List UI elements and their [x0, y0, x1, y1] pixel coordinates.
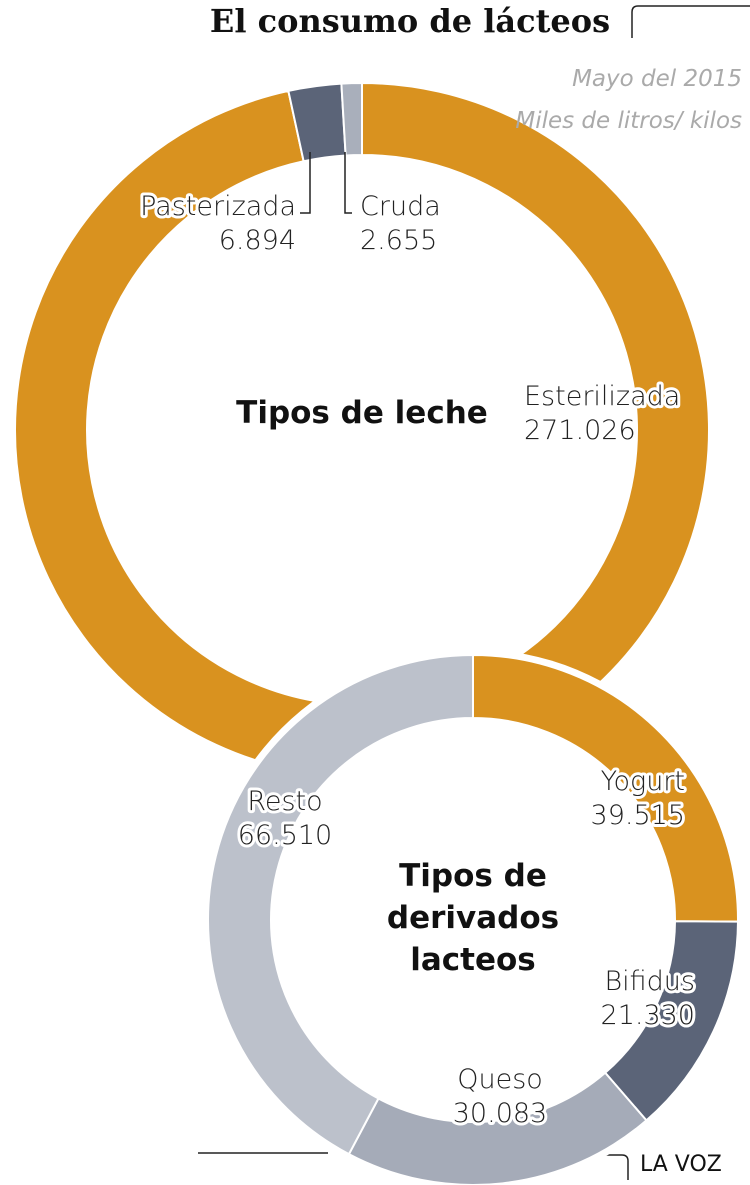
- segment-label: Pasterizada: [140, 191, 296, 222]
- value-label: 39.515: [591, 800, 685, 831]
- decor-bracket: [604, 1154, 629, 1180]
- value-label: 271.026: [524, 415, 636, 446]
- donut-segment: [340, 81, 363, 157]
- subtitle: Mayo del 2015: [572, 66, 742, 92]
- value-label: 2.655: [360, 225, 437, 256]
- segment-label: Esterilizada: [524, 381, 680, 412]
- donut-title: Tipos de derivados lacteos: [386, 858, 560, 978]
- value-label: 6.894: [219, 225, 296, 256]
- decor-bracket: [631, 5, 750, 38]
- donut-backdrop: [202, 649, 744, 1185]
- donut-segment: [207, 653, 474, 1156]
- segment-label: Yogurt: [601, 766, 685, 797]
- unit-note: Miles de litros/ kilos: [515, 108, 742, 134]
- value-label: 21.330: [601, 1000, 695, 1031]
- leader-line: [344, 152, 352, 214]
- segment-label: Bifidus: [604, 966, 695, 997]
- value-label: 66.510: [238, 820, 332, 851]
- source: LA VOZ: [640, 1152, 722, 1177]
- title: El consumo de lácteos: [209, 2, 611, 40]
- segment-label: Queso: [457, 1064, 543, 1095]
- segment-label: Cruda: [360, 191, 441, 222]
- value-label: 30.083: [453, 1098, 547, 1129]
- leader-line: [300, 152, 311, 214]
- donut-title: Tipos de leche: [236, 395, 488, 431]
- donut-segment: [14, 81, 710, 778]
- segment-label: Resto: [247, 786, 322, 817]
